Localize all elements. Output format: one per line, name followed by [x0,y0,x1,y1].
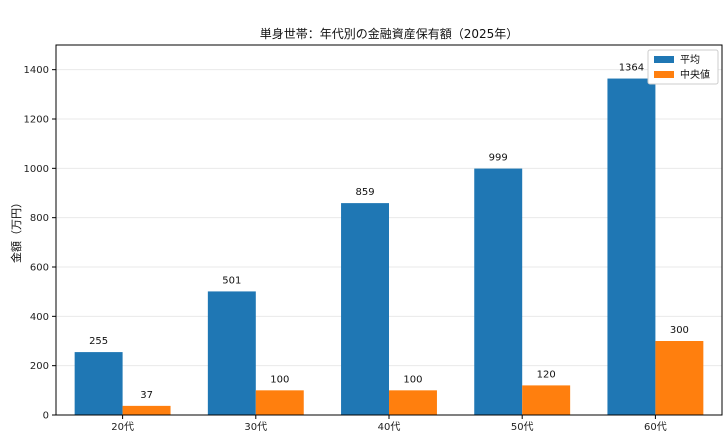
legend-swatch-median [654,71,674,78]
legend: 平均 中央値 [647,49,719,85]
data-label-average: 859 [355,187,374,198]
bar-median [255,390,304,415]
bars-layer [74,78,704,416]
legend-label-average: 平均 [680,54,700,66]
data-label-average: 501 [222,275,241,286]
data-label-median: 37 [140,390,153,401]
data-label-median: 120 [537,369,556,380]
x-tick-label: 20代 [111,421,134,433]
y-tick-label: 1400 [24,65,49,76]
y-tick-label: 0 [43,411,49,422]
x-tick-label: 40代 [378,421,401,433]
x-tick-label: 30代 [244,421,267,433]
data-label-average: 1364 [619,63,644,74]
x-tick-label: 60代 [644,421,667,433]
chart-title: 単身世帯：年代別の金融資産保有額（2025年） [260,26,519,41]
y-tick-label: 400 [30,312,49,323]
y-tick-label: 200 [30,361,49,372]
bar-average [341,203,389,415]
x-tick-label: 50代 [511,421,534,433]
legend-label-median: 中央値 [680,68,710,81]
y-tick-label: 1200 [24,115,49,126]
bar-median [122,405,171,415]
data-label-median: 300 [670,325,689,336]
bar-median [655,341,704,415]
data-label-median: 100 [270,374,289,385]
data-label-average: 999 [489,153,508,164]
data-label-median: 100 [403,374,422,385]
y-axis-title: 金額（万円） [9,197,23,263]
bar-average [74,352,123,415]
bar-average [607,78,656,416]
y-tick-label: 1000 [24,164,49,175]
legend-swatch-average [654,56,674,63]
bar-median [389,390,437,415]
y-tick-label: 600 [30,263,49,274]
bar-median [522,385,571,415]
y-tick-label: 800 [30,213,49,224]
bar-average [474,168,523,415]
tick-layer: 0 200 400 600 800 1000 1200 1400 20代 30代 40代 50代 60代 [24,65,667,433]
bar-average [207,291,256,415]
data-label-average: 255 [89,336,108,347]
data-label-layer: 255 37 501 100 859 100 999 120 1364 300 [89,63,689,401]
